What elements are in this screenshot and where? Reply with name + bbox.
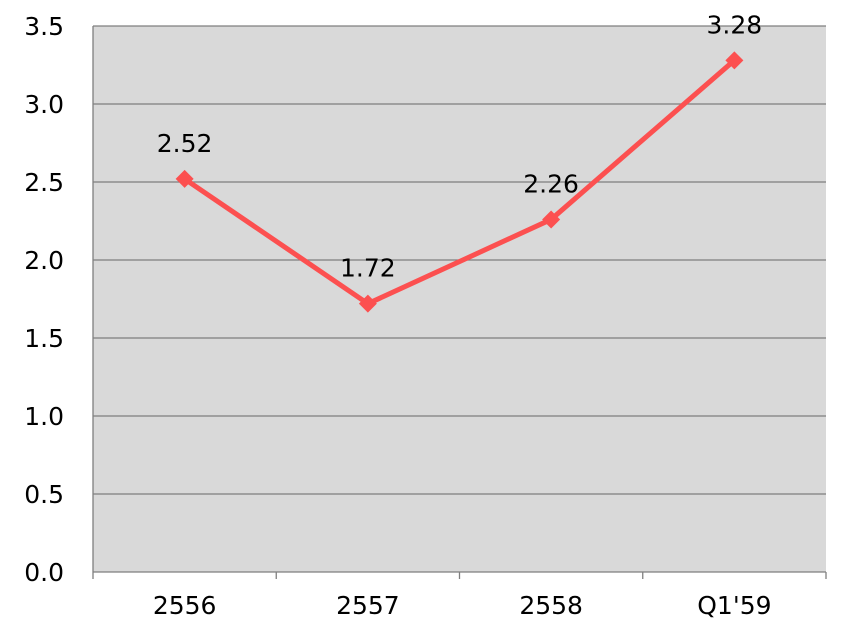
data-point-marker xyxy=(542,210,561,229)
data-point-marker xyxy=(358,294,377,313)
x-tick-label: 2557 xyxy=(336,591,400,620)
y-tick-label: 2.0 xyxy=(24,246,64,275)
gridlines xyxy=(93,25,826,495)
y-tick-label: 1.5 xyxy=(24,324,64,353)
data-label: 3.28 xyxy=(707,10,763,39)
data-label: 1.72 xyxy=(340,254,396,283)
y-tick-label: 0.0 xyxy=(24,558,64,587)
y-tick-label: 3.0 xyxy=(24,90,64,119)
data-point-marker xyxy=(175,169,194,188)
data-point-marker xyxy=(725,51,744,70)
y-tick-label: 0.5 xyxy=(24,480,64,509)
x-tick-label: Q1'59 xyxy=(697,591,771,620)
axes xyxy=(92,26,827,579)
y-axis-tick-labels: 0.0 0.5 1.0 1.5 2.0 2.5 3.0 3.5 xyxy=(24,12,64,587)
y-tick-label: 3.5 xyxy=(24,12,64,41)
series-line xyxy=(182,57,737,307)
x-tick-label: 2558 xyxy=(519,591,583,620)
x-tick-label: 2556 xyxy=(153,591,217,620)
series-group xyxy=(175,51,744,313)
y-tick-label: 2.5 xyxy=(24,168,64,197)
data-labels: 2.52 1.72 2.26 3.28 xyxy=(157,10,762,282)
data-label: 2.26 xyxy=(523,169,579,198)
plot-area xyxy=(93,26,826,572)
y-tick-label: 1.0 xyxy=(24,402,64,431)
data-label: 2.52 xyxy=(157,129,213,158)
x-axis-tick-labels: 2556 2557 2558 Q1'59 xyxy=(153,591,772,620)
